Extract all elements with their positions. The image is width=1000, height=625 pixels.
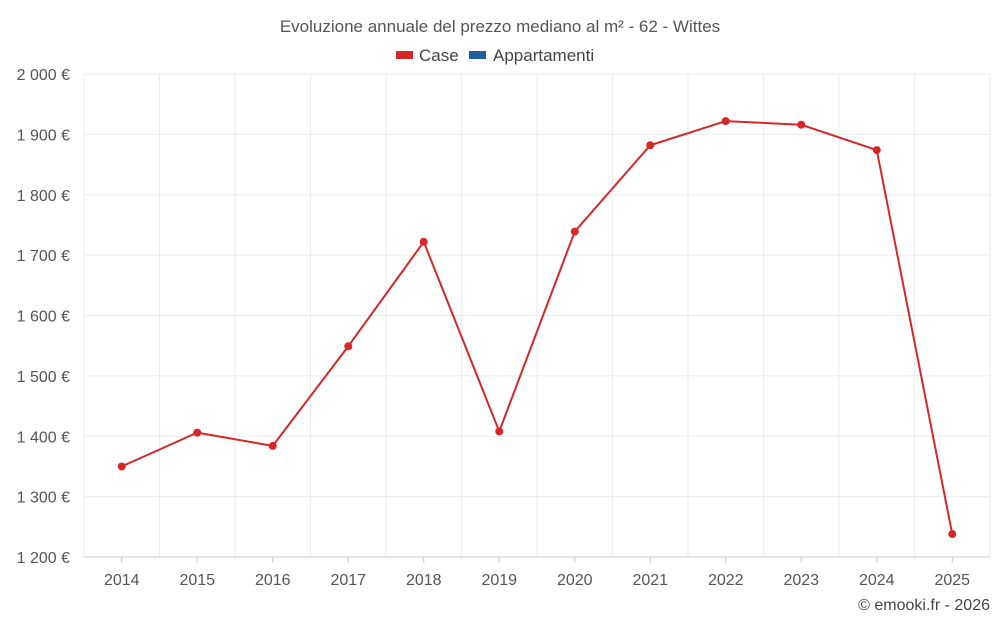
- legend-label-case: Case: [419, 46, 459, 65]
- data-point-case: [495, 427, 504, 436]
- data-point-case: [721, 117, 730, 126]
- legend: Case Appartamenti: [396, 46, 594, 65]
- data-point-case: [948, 530, 957, 539]
- axes: 1 200 € 1 300 € 1 400 € 1 500 € 1 600 € 1 700…: [17, 67, 990, 589]
- y-tick-label: 1 400 €: [17, 429, 70, 446]
- data-point-case: [344, 342, 353, 351]
- y-tick-label: 1 300 €: [17, 490, 70, 507]
- data-point-case: [268, 441, 277, 450]
- data-point-case: [872, 146, 881, 155]
- data-point-case: [419, 237, 428, 246]
- y-tick-label: 2 000 €: [17, 67, 70, 84]
- x-tick-label: 2024: [859, 572, 895, 589]
- legend-swatch-appartamenti: [469, 51, 486, 59]
- data-point-case: [646, 141, 655, 150]
- y-tick-label: 1 200 €: [17, 550, 70, 567]
- x-tick-label: 2025: [934, 572, 970, 589]
- grid: [83, 73, 991, 558]
- x-tick-label: 2021: [632, 572, 668, 589]
- legend-item-appartamenti[interactable]: Appartamenti: [469, 46, 594, 65]
- y-tick-label: 1 600 €: [17, 309, 70, 326]
- y-tick-label: 1 700 €: [17, 248, 70, 265]
- series: [117, 117, 957, 539]
- x-tick-label: 2017: [330, 572, 366, 589]
- y-tick-label: 1 900 €: [17, 127, 70, 144]
- y-tick-label: 1 500 €: [17, 369, 70, 386]
- y-tick-label: 1 800 €: [17, 188, 70, 205]
- x-tick-label: 2019: [481, 572, 517, 589]
- legend-label-appartamenti: Appartamenti: [493, 46, 594, 65]
- x-tick-label: 2018: [406, 572, 442, 589]
- data-point-case: [797, 120, 806, 129]
- x-tick-label: 2022: [708, 572, 744, 589]
- data-point-case: [193, 428, 202, 437]
- data-point-case: [117, 462, 126, 471]
- x-tick-label: 2016: [255, 572, 291, 589]
- chart-title: Evoluzione annuale del prezzo mediano al…: [280, 17, 720, 36]
- data-point-case: [570, 227, 579, 236]
- x-tick-label: 2015: [179, 572, 215, 589]
- x-tick-label: 2014: [104, 572, 140, 589]
- x-tick-label: 2020: [557, 572, 593, 589]
- legend-swatch-case: [396, 51, 413, 59]
- x-tick-label: 2023: [783, 572, 819, 589]
- legend-item-case[interactable]: Case: [396, 46, 459, 65]
- series-line-case: [121, 120, 954, 535]
- credit-text: © emooki.fr - 2026: [858, 597, 990, 614]
